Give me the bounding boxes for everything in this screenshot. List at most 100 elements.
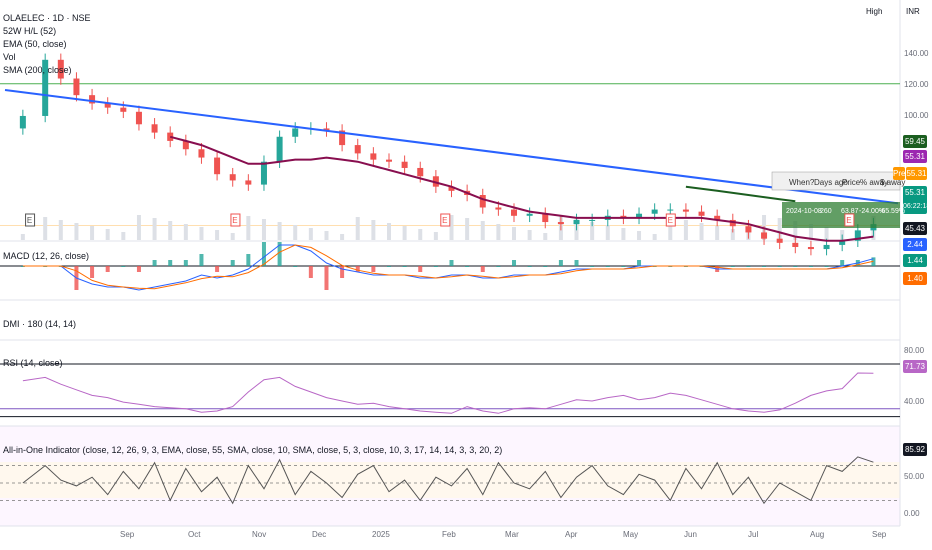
volume-bar (730, 229, 735, 240)
x-tick-feb: Feb (442, 530, 456, 539)
candle (557, 222, 564, 225)
x-tick-oct: Oct (188, 530, 201, 539)
candle (854, 230, 861, 241)
aio-tick-0: 0.00 (904, 509, 920, 518)
candle (245, 180, 252, 185)
x-tick-dec: Dec (312, 530, 327, 539)
macd-tag-macd: 2.44 (903, 238, 927, 251)
candle (417, 167, 424, 177)
candle (42, 59, 49, 116)
trendline (4, 88, 899, 205)
stats-when: 2024-10-08 (786, 208, 822, 215)
candle (354, 145, 361, 154)
dmi-legend[interactable]: DMI · 180 (14, 14) (3, 319, 77, 329)
candle (167, 132, 174, 141)
macd-histogram-bar (527, 266, 532, 267)
volume-bar (480, 221, 485, 240)
macd-histogram-bar (590, 266, 595, 267)
candle (229, 174, 236, 181)
macd-legend[interactable]: MACD (12, 26, close) (3, 251, 90, 261)
volume-bar (512, 227, 517, 240)
macd-histogram-bar (386, 266, 391, 267)
earnings-marker-label: E (846, 216, 851, 225)
volume-bar (402, 226, 407, 240)
indicator-sma-legend[interactable]: SMA (200, close) (3, 65, 72, 75)
macd-histogram-bar (433, 266, 438, 267)
rsi-tick-80: 80.00 (904, 346, 925, 355)
candle (73, 78, 80, 96)
x-tick-mar: Mar (505, 530, 519, 539)
macd-histogram-bar (261, 242, 266, 266)
candle (682, 209, 689, 212)
symbol-title: OLAELEC · 1D · NSE (3, 13, 91, 23)
macd-histogram-bar (121, 266, 126, 267)
volume-bar (105, 229, 110, 240)
candle (292, 128, 299, 137)
macd-histogram-bar (20, 266, 25, 267)
macd-histogram-bar (824, 266, 829, 267)
aio-legend[interactable]: All-in-One Indicator (close, 12, 26, 9, … (3, 445, 503, 455)
stats-header-pct: % away (860, 178, 889, 187)
candle (761, 232, 768, 239)
volume-bar (496, 224, 501, 240)
candle (511, 209, 518, 216)
indicator-ema-legend[interactable]: EMA (50, close) (3, 39, 67, 49)
stats-pct: -24.00% (859, 208, 886, 215)
candle (448, 186, 455, 191)
earnings-marker-label: E (27, 216, 32, 225)
last-price: 55.31 (904, 188, 926, 197)
macd-histogram-bar (418, 266, 423, 272)
volume-bar (637, 231, 642, 240)
volume-bar (277, 222, 282, 240)
macd-histogram-bar (496, 266, 501, 267)
candle (573, 219, 580, 225)
aio-tag: 85.92 (903, 443, 927, 456)
volume-bar (246, 216, 251, 240)
candle (198, 149, 205, 158)
macd-histogram-bar (777, 266, 782, 267)
candle (698, 211, 705, 216)
macd-histogram-bar (621, 266, 626, 267)
volume-bar (465, 218, 470, 240)
x-tick-apr: Apr (565, 530, 578, 539)
volume-bar (715, 226, 720, 240)
earnings-marker-label: E (232, 216, 237, 225)
macd-histogram-bar (480, 266, 485, 272)
rsi-legend[interactable]: RSI (14, close) (3, 358, 63, 368)
volume-bar (371, 220, 376, 240)
price-tag-55b: 55.31 (906, 167, 927, 180)
indicator-52w-legend[interactable]: 52W H/L (52) (3, 26, 57, 36)
high-label[interactable]: High (866, 7, 883, 16)
stats-header-when: When? (789, 178, 815, 187)
macd-histogram-bar (730, 266, 735, 267)
volume-bar (152, 218, 157, 240)
indicator-vol-legend[interactable]: Vol (3, 52, 16, 62)
rsi-line (22, 372, 874, 414)
volume-bar (43, 217, 48, 240)
volume-bar (121, 232, 126, 240)
earnings-marker-label: E (668, 216, 673, 225)
macd-histogram-bar (355, 266, 360, 272)
price-tag-59: 59.45 (903, 135, 927, 148)
macd-histogram-bar (90, 266, 95, 278)
macd-histogram-bar (793, 266, 798, 267)
macd-tag-signal: 1.40 (903, 272, 927, 285)
macd-histogram-bar (308, 266, 313, 278)
x-tick-sep: Sep (120, 530, 135, 539)
candle (745, 226, 752, 233)
macd-histogram-bar (402, 266, 407, 267)
candle (589, 219, 596, 221)
macd-histogram-bar (558, 260, 563, 266)
x-tick-nov: Nov (252, 530, 267, 539)
volume-bar (621, 228, 626, 240)
volume-bar (183, 224, 188, 240)
macd-histogram-bar (637, 260, 642, 266)
volume-bar (215, 230, 220, 240)
volume-bar (793, 221, 798, 240)
candle (151, 124, 158, 133)
candle (120, 107, 127, 112)
candle (182, 140, 189, 150)
price-tag-55a: 55.31 (903, 150, 927, 163)
volume-bar (652, 234, 657, 240)
